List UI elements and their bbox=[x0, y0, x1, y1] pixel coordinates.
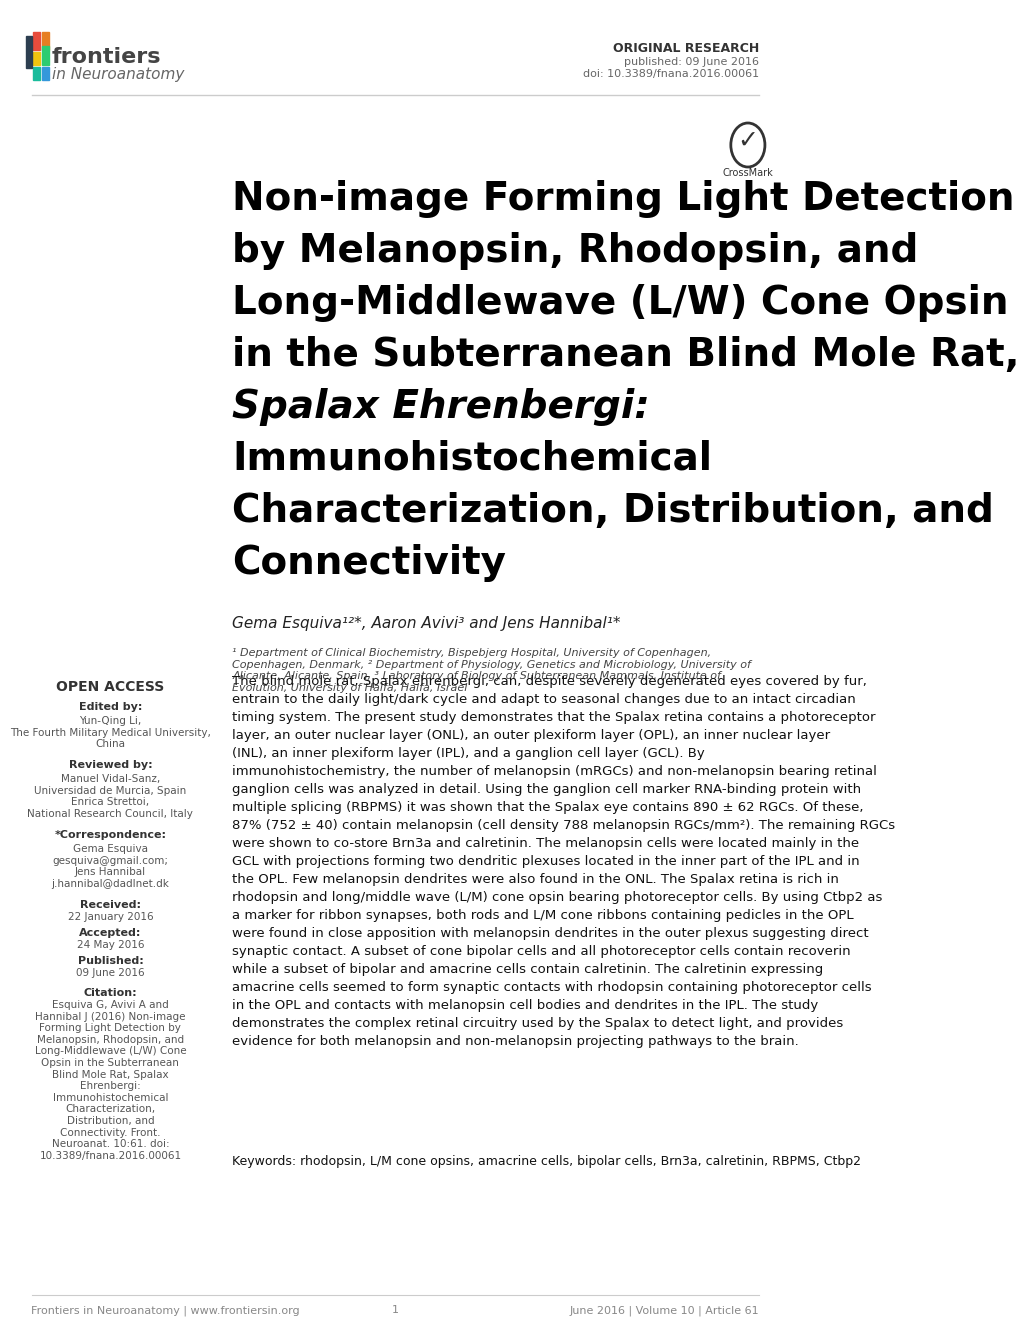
Text: 22 January 2016: 22 January 2016 bbox=[67, 912, 153, 922]
Text: OPEN ACCESS: OPEN ACCESS bbox=[56, 680, 164, 694]
Text: 1: 1 bbox=[391, 1306, 398, 1315]
Text: 24 May 2016: 24 May 2016 bbox=[76, 940, 144, 951]
Text: in the Subterranean Blind Mole Rat,: in the Subterranean Blind Mole Rat, bbox=[232, 336, 1019, 374]
FancyBboxPatch shape bbox=[25, 36, 32, 68]
Text: by Melanopsin, Rhodopsin, and: by Melanopsin, Rhodopsin, and bbox=[232, 232, 918, 270]
Text: ✓: ✓ bbox=[737, 129, 758, 154]
Text: ¹ Department of Clinical Biochemistry, Bispebjerg Hospital, University of Copenh: ¹ Department of Clinical Biochemistry, B… bbox=[232, 647, 751, 693]
Text: Reviewed by:: Reviewed by: bbox=[68, 760, 152, 770]
Text: Yun-Qing Li,
The Fourth Military Medical University,
China: Yun-Qing Li, The Fourth Military Medical… bbox=[10, 716, 211, 749]
Circle shape bbox=[730, 123, 764, 167]
FancyBboxPatch shape bbox=[34, 67, 41, 80]
Text: frontiers: frontiers bbox=[52, 47, 161, 67]
Text: published: 09 June 2016: published: 09 June 2016 bbox=[624, 57, 759, 67]
Text: Long-Middlewave (L/W) Cone Opsin: Long-Middlewave (L/W) Cone Opsin bbox=[232, 284, 1008, 322]
FancyBboxPatch shape bbox=[34, 52, 41, 65]
Text: Gema Esquiva¹²*, Aaron Avivi³ and Jens Hannibal¹*: Gema Esquiva¹²*, Aaron Avivi³ and Jens H… bbox=[232, 615, 621, 631]
Text: June 2016 | Volume 10 | Article 61: June 2016 | Volume 10 | Article 61 bbox=[570, 1306, 759, 1315]
FancyBboxPatch shape bbox=[42, 45, 49, 65]
FancyBboxPatch shape bbox=[34, 32, 41, 49]
Text: CrossMark: CrossMark bbox=[721, 168, 772, 178]
FancyBboxPatch shape bbox=[42, 67, 49, 80]
Text: Gema Esquiva
gesquiva@gmail.com;
Jens Hannibal
j.hannibal@dadlnet.dk: Gema Esquiva gesquiva@gmail.com; Jens Ha… bbox=[51, 844, 169, 889]
Text: Spalax Ehrenbergi:: Spalax Ehrenbergi: bbox=[232, 388, 650, 426]
Text: Esquiva G, Avivi A and
Hannibal J (2016) Non-image
Forming Light Detection by
Me: Esquiva G, Avivi A and Hannibal J (2016)… bbox=[35, 1000, 186, 1161]
Text: in Neuroanatomy: in Neuroanatomy bbox=[52, 67, 184, 81]
FancyBboxPatch shape bbox=[42, 32, 49, 49]
Text: Edited by:: Edited by: bbox=[78, 702, 142, 712]
Text: 09 June 2016: 09 June 2016 bbox=[76, 968, 145, 979]
Text: Connectivity: Connectivity bbox=[232, 543, 506, 582]
Text: Accepted:: Accepted: bbox=[79, 928, 142, 939]
Text: Manuel Vidal-Sanz,
Universidad de Murcia, Spain
Enrica Strettoi,
National Resear: Manuel Vidal-Sanz, Universidad de Murcia… bbox=[28, 774, 194, 818]
Text: Characterization, Distribution, and: Characterization, Distribution, and bbox=[232, 493, 994, 530]
Text: Non-image Forming Light Detection: Non-image Forming Light Detection bbox=[232, 180, 1014, 218]
Text: Immunohistochemical: Immunohistochemical bbox=[232, 441, 712, 478]
Text: The blind mole rat, Spalax ehrenbergi, can, despite severely degenerated eyes co: The blind mole rat, Spalax ehrenbergi, c… bbox=[232, 676, 895, 1048]
Text: Published:: Published: bbox=[77, 956, 144, 967]
Text: Keywords: rhodopsin, L/M cone opsins, amacrine cells, bipolar cells, Brn3a, calr: Keywords: rhodopsin, L/M cone opsins, am… bbox=[232, 1155, 861, 1168]
Text: *Correspondence:: *Correspondence: bbox=[54, 830, 166, 840]
Text: Citation:: Citation: bbox=[84, 988, 138, 999]
Text: ORIGINAL RESEARCH: ORIGINAL RESEARCH bbox=[612, 41, 759, 55]
Text: Received:: Received: bbox=[79, 900, 141, 910]
Text: doi: 10.3389/fnana.2016.00061: doi: 10.3389/fnana.2016.00061 bbox=[583, 69, 759, 79]
Text: Frontiers in Neuroanatomy | www.frontiersin.org: Frontiers in Neuroanatomy | www.frontier… bbox=[31, 1306, 300, 1315]
